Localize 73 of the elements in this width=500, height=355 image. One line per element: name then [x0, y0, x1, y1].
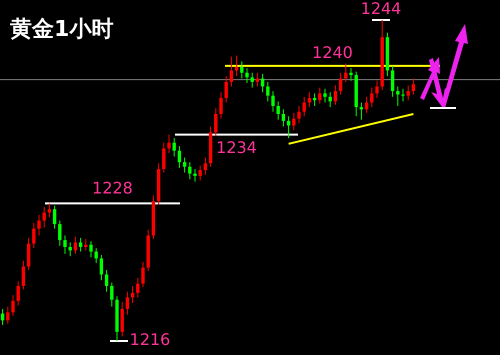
candlestick	[58, 220, 62, 246]
candlestick	[370, 87, 374, 108]
candlestick	[338, 72, 342, 96]
candlestick	[312, 92, 316, 106]
candlestick	[308, 92, 312, 108]
candlestick	[120, 302, 124, 337]
candlestick	[78, 237, 82, 252]
candlestick	[48, 202, 52, 218]
candlestick	[260, 73, 264, 93]
candlestick	[271, 90, 275, 112]
candlestick	[68, 242, 72, 257]
ref-line-label: 1244	[360, 0, 402, 18]
candlestick	[334, 84, 338, 106]
candlestick	[245, 68, 249, 84]
candlestick	[390, 65, 394, 98]
candlestick	[193, 168, 197, 182]
candlestick	[16, 280, 20, 306]
candlestick	[412, 78, 416, 96]
candlestick	[286, 116, 290, 139]
candlestick	[89, 240, 93, 258]
ref-line-label: 1228	[92, 178, 133, 198]
ref-line-label: 1216	[130, 330, 170, 350]
candlestick	[42, 206, 46, 228]
candlestick	[130, 285, 134, 304]
ref-line-label: 1240	[312, 43, 353, 62]
candlestick	[100, 254, 104, 281]
candlestick	[318, 87, 322, 104]
candlestick	[344, 63, 348, 82]
candlestick	[349, 68, 353, 82]
candlestick	[136, 277, 140, 298]
candlestick	[364, 96, 368, 114]
candlestick	[240, 60, 244, 79]
candlestick	[250, 72, 254, 88]
candlestick	[172, 138, 176, 157]
candlestick	[126, 291, 130, 316]
candlestick	[182, 157, 186, 173]
candlestick	[224, 76, 228, 104]
candlestick	[52, 205, 56, 230]
candlestick	[94, 248, 98, 264]
candlestick	[84, 238, 88, 251]
candlestick	[162, 142, 166, 173]
candlestick	[406, 84, 410, 101]
candlestick	[22, 260, 26, 290]
candlestick	[110, 282, 114, 308]
candlestick	[328, 92, 332, 108]
candlestick	[360, 102, 364, 120]
candlestick	[256, 72, 260, 87]
candlestick	[104, 269, 108, 292]
candlestick	[178, 146, 182, 168]
ref-line-label: 1234	[216, 138, 257, 157]
candlestick	[396, 86, 400, 106]
candlestick	[297, 105, 301, 124]
candlestick	[198, 165, 202, 181]
candlestick	[188, 162, 192, 180]
candlestick	[74, 236, 78, 254]
candlestick	[26, 237, 30, 270]
candlestick	[0, 308, 4, 326]
candlestick	[230, 56, 234, 87]
candlestick	[32, 222, 36, 249]
candlestick	[292, 112, 296, 131]
candlestick	[234, 55, 238, 77]
candlestick	[266, 81, 270, 102]
candlestick	[6, 306, 10, 324]
candlestick	[323, 88, 327, 104]
candlestick	[63, 235, 67, 254]
candlestick	[167, 134, 171, 154]
candlestick	[204, 157, 208, 176]
candlestick	[375, 80, 379, 98]
candlestick	[276, 100, 280, 120]
candlestick	[302, 96, 306, 117]
candlestick	[282, 108, 286, 128]
candlestick	[214, 108, 218, 136]
chart-title: 黄金1小时	[10, 16, 114, 44]
